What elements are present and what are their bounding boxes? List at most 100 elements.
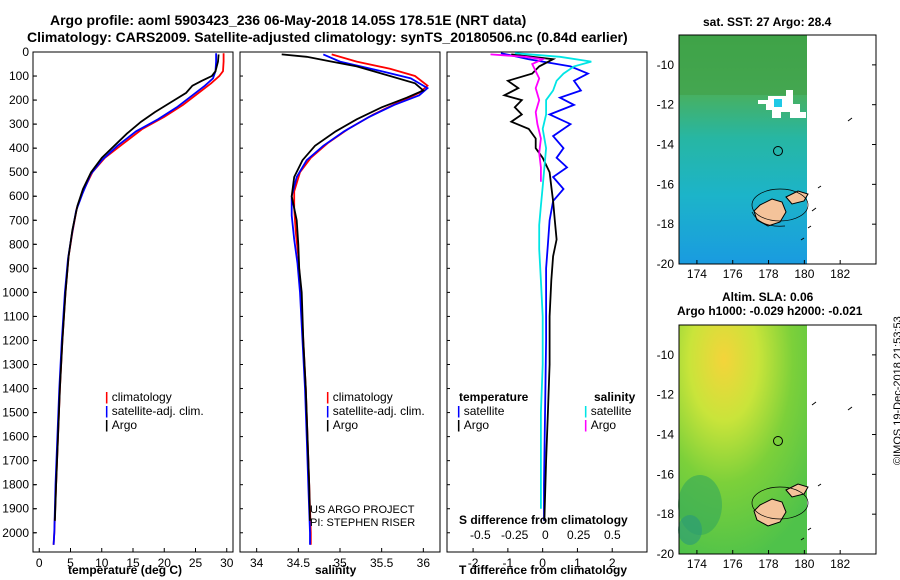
s-legend-climatology-label: climatology (332, 390, 393, 404)
series-line-argo (281, 53, 425, 521)
map-x-tick-label: 180 (794, 267, 814, 281)
salinity-xlabel: salinity (315, 563, 357, 577)
d-legend-t-satellite-label: satellite (463, 404, 505, 418)
depth-tick-label: 1100 (3, 309, 29, 323)
sla-map-frame (678, 324, 877, 555)
series-line-climatology (52, 53, 225, 545)
depth-tick-label: 300 (9, 117, 29, 131)
depth-tick-label: 600 (9, 189, 29, 203)
d-legend-s-satellite-label: satellite (590, 404, 632, 418)
d-legend-s-satellite: | satellite (584, 404, 632, 418)
sla-map-islet-1 (800, 401, 853, 541)
map-x-tick-label: 176 (723, 267, 743, 281)
title-line-2: Climatology: CARS2009. Satellite-adjuste… (27, 29, 628, 45)
depth-tick-label: 200 (9, 93, 29, 107)
d-legend-temperature-title: temperature (459, 390, 529, 404)
sst-map-islet-1 (800, 117, 853, 241)
sla-map-subtitle: Argo h1000: -0.029 h2000: -0.021 (677, 304, 863, 318)
sst-map-title: sat. SST: 27 Argo: 28.4 (703, 15, 832, 29)
t-legend-climatology: | climatology (105, 390, 172, 404)
depth-tick-label: 900 (9, 261, 29, 275)
fiji-reef-outline-2 (751, 486, 809, 520)
map-x-tick-label: 174 (687, 557, 707, 571)
sla-map-axes: 174 176 178 180 182 -10 -12 -14 -16 -18 -20 (657, 348, 876, 571)
depth-tick-label: 2000 (2, 526, 29, 540)
map-y-tick-label: -14 (657, 428, 675, 442)
map-y-tick-label: -12 (657, 388, 675, 402)
depth-tick-label: 700 (9, 213, 29, 227)
sst-map-cyan-pixel (774, 99, 782, 107)
t-legend-satellite: | satellite-adj. clim. (105, 404, 204, 418)
difference-plot: -2 -1 0 1 2 (447, 51, 616, 570)
d-legend-t-argo-label: Argo (463, 418, 490, 432)
s-legend-satellite-label: satellite-adj. clim. (332, 404, 425, 418)
depth-tick-label: 1800 (2, 478, 29, 492)
map-y-tick-label: -12 (657, 98, 675, 112)
x-tick-label: 1 (574, 556, 581, 570)
x-tick-label: -2 (468, 556, 479, 570)
depth-tick-label: 500 (9, 165, 29, 179)
s-tick-2: -0.25 (501, 528, 529, 542)
s-difference-axis-title: S difference from climatology (459, 513, 628, 527)
difference-xlabel: T difference from climatology (459, 563, 628, 577)
project-annotation-1: US ARGO PROJECT (310, 504, 415, 516)
x-tick-label: 0 (539, 556, 546, 570)
series-line-satellite-adj-clim- (290, 53, 430, 545)
sla-map (678, 325, 853, 554)
map-x-tick-label: 178 (759, 557, 779, 571)
x-tick-label: 35.5 (370, 556, 394, 570)
t-legend-argo: | Argo (105, 418, 138, 432)
x-tick-label: 20 (158, 556, 172, 570)
d-legend-t-satellite: | satellite (457, 404, 505, 418)
s-tick-5: 0.5 (604, 528, 621, 542)
title-line-1: Argo profile: aoml 5903423_236 06-May-20… (50, 12, 527, 28)
series-line-t-satellite (500, 52, 591, 521)
sst-map (679, 35, 853, 264)
x-tick-label: 25 (189, 556, 203, 570)
map-y-tick-label: -18 (657, 507, 675, 521)
x-tick-label: 36 (417, 556, 431, 570)
sst-map-frame (678, 34, 877, 265)
map-x-tick-label: 182 (830, 267, 850, 281)
depth-tick-label: 800 (9, 237, 29, 251)
s-legend-climatology: | climatology (326, 390, 393, 404)
map-y-tick-label: -10 (657, 348, 675, 362)
fiji-reef-outline (751, 188, 809, 222)
depth-tick-label: 1900 (2, 502, 29, 516)
s-legend-argo: | Argo (326, 418, 359, 432)
temperature-plot-frame (32, 51, 234, 553)
depth-tick-label: 100 (9, 69, 29, 83)
d-legend-s-argo-label: Argo (590, 418, 617, 432)
map-y-tick-label: -20 (657, 547, 675, 561)
x-tick-label: 10 (95, 556, 109, 570)
s-tick-1: -0.5 (470, 528, 491, 542)
x-tick-label: 34 (250, 556, 264, 570)
x-tick-label: 5 (67, 556, 74, 570)
map-x-tick-label: 178 (759, 267, 779, 281)
project-annotation-2: PI: STEPHEN RISER (310, 517, 416, 529)
s-legend-satellite: | satellite-adj. clim. (326, 404, 425, 418)
map-x-tick-label: 176 (723, 557, 743, 571)
x-tick-label: 35 (333, 556, 347, 570)
depth-tick-label: 1300 (2, 358, 29, 372)
d-legend-s-argo: | Argo (584, 418, 617, 432)
x-tick-label: 2 (609, 556, 616, 570)
x-tick-label: 30 (220, 556, 234, 570)
series-line-t-argo (501, 53, 558, 521)
series-line-s-satellite (514, 52, 592, 509)
sst-map-argo-marker (773, 146, 783, 156)
fiji-reef-ring (751, 211, 786, 227)
sst-map-axes: 174 176 178 180 182 -10 -12 -14 -16 -18 -20 (657, 58, 876, 281)
difference-plot-frame (446, 51, 648, 553)
imos-credit: ©IMOS 19-Dec-2018 21:53:53 (892, 316, 900, 465)
depth-tick-label: 400 (9, 141, 29, 155)
map-y-tick-label: -20 (657, 257, 675, 271)
temperature-plot: 0 5 10 15 20 25 30 (33, 51, 234, 570)
depth-axis: 0 100 200 300 400 500 600 700 800 900 1000 1100 1200… (2, 45, 37, 540)
salinity-plot: 34 34.5 35 35.5 36 (240, 51, 431, 570)
map-y-tick-label: -10 (657, 58, 675, 72)
t-legend-argo-label: Argo (111, 418, 138, 432)
map-x-tick-label: 174 (687, 267, 707, 281)
temperature-xlabel: temperature (deg C) (68, 563, 183, 577)
